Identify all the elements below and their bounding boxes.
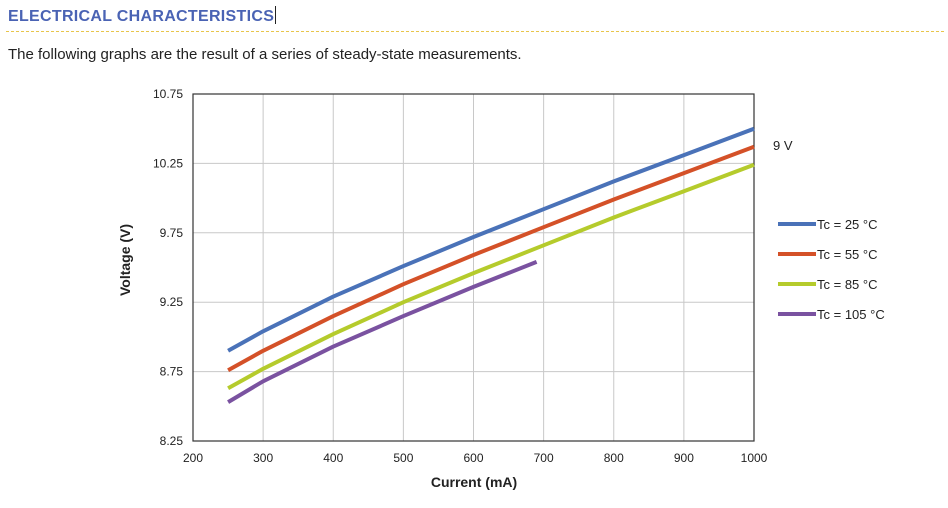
- x-tick-label: 1000: [741, 451, 768, 465]
- x-tick-label: 300: [253, 451, 273, 465]
- y-tick-label: 9.75: [160, 226, 184, 240]
- y-tick-label: 10.25: [153, 156, 183, 170]
- legend-label-0: Tc = 25 °C: [817, 217, 877, 232]
- y-tick-label: 8.75: [160, 365, 184, 379]
- series-line-1: [227, 144, 755, 372]
- x-axis-ticks: 200 300 400 500 600 700 800 900 1000: [183, 451, 768, 465]
- y-tick-label: 10.75: [153, 87, 183, 101]
- y-axis-ticks: 8.25 8.75 9.25 9.75 10.25 10.75: [153, 87, 183, 448]
- x-tick-label: 400: [323, 451, 343, 465]
- plot-area-frame: [192, 93, 755, 442]
- chart-grid: [192, 93, 755, 442]
- x-tick-label: 600: [463, 451, 483, 465]
- legend-label-1: Tc = 55 °C: [817, 247, 877, 262]
- voltage-annotation: 9 V: [773, 138, 793, 153]
- x-tick-label: 700: [534, 451, 554, 465]
- section-title-text: ELECTRICAL CHARACTERISTICS: [8, 8, 275, 25]
- chart-legend: Tc = 25 °C Tc = 55 °C Tc = 85 °C Tc = 105 °…: [778, 217, 885, 322]
- x-tick-label: 500: [393, 451, 413, 465]
- legend-label-2: Tc = 85 °C: [817, 277, 877, 292]
- text-cursor: [275, 6, 277, 24]
- x-tick-label: 200: [183, 451, 203, 465]
- title-divider: [6, 31, 944, 32]
- x-tick-label: 900: [674, 451, 694, 465]
- intro-text: The following graphs are the result of a…: [8, 46, 522, 63]
- y-axis-title: Voltage (V): [117, 224, 133, 296]
- y-tick-label: 9.25: [160, 295, 184, 309]
- y-tick-label: 8.25: [160, 434, 184, 448]
- section-title: ELECTRICAL CHARACTERISTICS: [8, 6, 277, 26]
- x-axis-title: Current (mA): [431, 474, 517, 490]
- series-line-0: [227, 126, 755, 353]
- series-line-3: [227, 260, 538, 404]
- x-tick-label: 800: [604, 451, 624, 465]
- legend-label-3: Tc = 105 °C: [817, 307, 885, 322]
- series-line-2: [227, 162, 755, 391]
- chart-series-lines: [227, 126, 755, 404]
